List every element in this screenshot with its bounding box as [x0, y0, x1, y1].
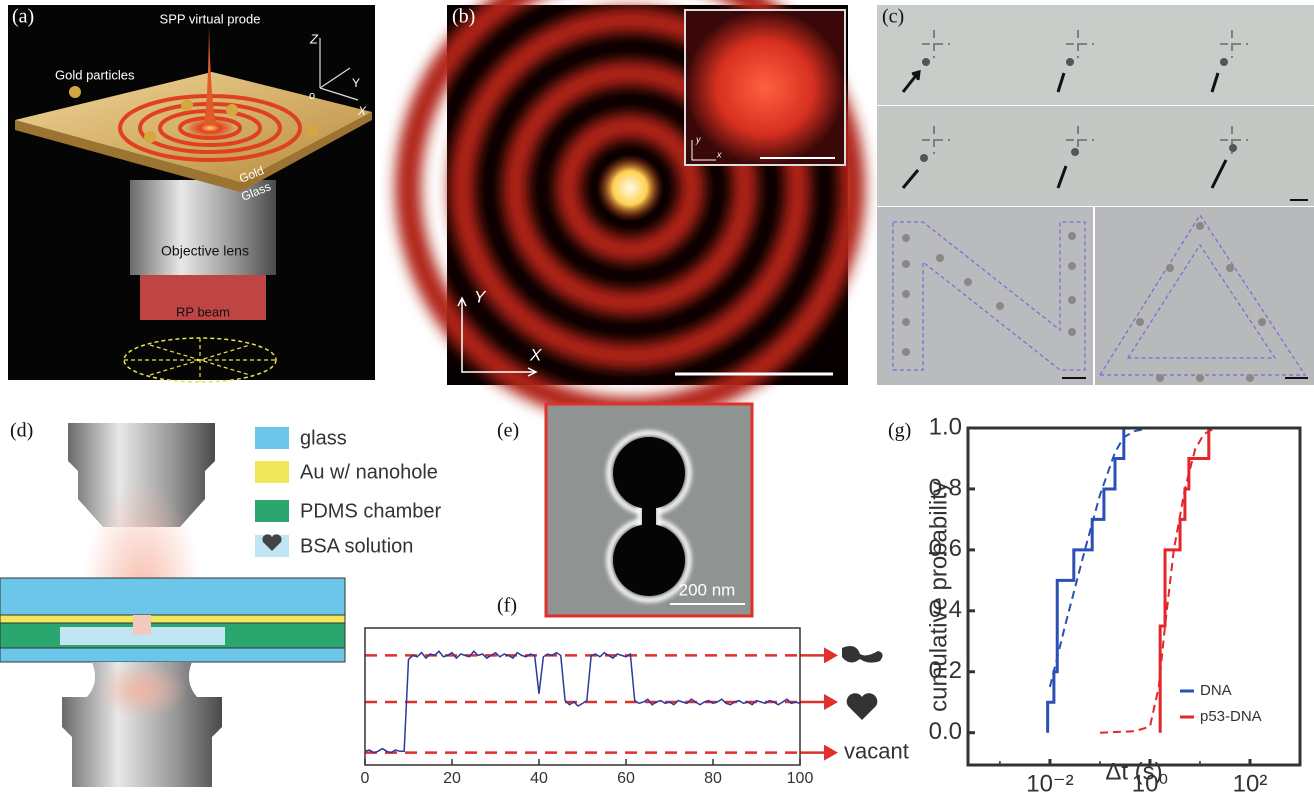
arrow-head — [824, 745, 838, 761]
protein-icon — [847, 693, 878, 720]
data-line — [1048, 428, 1124, 733]
x-tick-label: 10² — [1233, 771, 1268, 793]
axis-label: Y — [352, 76, 360, 90]
legend-swatch — [255, 461, 289, 483]
x-tick-label: 0 — [361, 770, 370, 787]
axis-label: Z — [309, 31, 319, 46]
axis-label: Y — [474, 287, 487, 306]
panel-label: (e) — [497, 420, 519, 442]
dimer-icon — [842, 646, 883, 663]
panel-f: (f) vacant 0 20 40 60 80 100 — [361, 595, 909, 787]
y-tick-label: 1.0 — [929, 413, 962, 440]
panel-a: (a) SPP virtual prode Gold particles Z Y… — [8, 5, 375, 382]
panel-label: (f) — [497, 595, 517, 617]
panel-label: (g) — [888, 420, 911, 442]
panel-e: (e) 200 nm — [497, 404, 752, 616]
x-axis-label: Δt (s) — [1105, 758, 1162, 785]
panel-label: (b) — [452, 6, 475, 28]
figure: (a) SPP virtual prode Gold particles Z Y… — [0, 0, 1314, 793]
x-tick-label: 80 — [704, 770, 722, 787]
annotation: RP beam — [176, 304, 230, 319]
axis-label: X — [529, 345, 542, 364]
panel-c: (c) — [877, 5, 1314, 385]
reference-label: vacant — [844, 738, 909, 763]
x-tick-label: 60 — [617, 770, 635, 787]
scale-label: 200 nm — [679, 580, 736, 599]
panel-label: (d) — [10, 420, 33, 442]
legend-label: glass — [300, 427, 347, 449]
fit-line — [1050, 428, 1174, 687]
nanohole — [133, 615, 151, 635]
panel-b: (b) Y X y x — [408, 0, 852, 410]
y-axis-label: cumulative probability — [925, 481, 952, 712]
axis-label: X — [357, 104, 367, 118]
legend-swatch — [255, 427, 289, 449]
x-tick-label: 100 — [787, 770, 814, 787]
axis-label: y — [695, 134, 701, 144]
legend-label: BSA solution — [300, 535, 413, 557]
plot-frame — [365, 628, 800, 765]
legend-label: DNA — [1200, 682, 1232, 699]
panel-d: (d) glass Au w/ nanohole PDMS chamber BS… — [0, 420, 441, 787]
legend-label: Au w/ nanohole — [300, 461, 438, 483]
legend-label: p53-DNA — [1200, 708, 1262, 725]
annotation: Gold particles — [55, 67, 135, 82]
gold-layer — [0, 615, 345, 623]
legend-label: PDMS chamber — [300, 500, 441, 522]
x-tick-label: 10⁻² — [1026, 771, 1073, 793]
arrow-head — [824, 694, 838, 710]
x-tick-label: 20 — [443, 770, 461, 787]
panel-label: (c) — [882, 6, 904, 28]
focus-spot — [596, 154, 664, 222]
glass-layer — [0, 578, 345, 615]
arrow-head — [824, 647, 838, 663]
annotation: SPP virtual prode — [160, 11, 261, 26]
fit-line — [1100, 428, 1215, 733]
annotation: Objective lens — [161, 243, 249, 259]
x-tick-label: 40 — [530, 770, 548, 787]
image-row — [877, 106, 1314, 206]
legend-swatch — [255, 500, 289, 522]
glass-layer — [0, 648, 345, 662]
y-tick-label: 0.0 — [929, 718, 962, 745]
axis-label: o — [309, 90, 315, 102]
panel-label: (a) — [12, 6, 34, 28]
image-row — [877, 5, 1314, 105]
axis-label: x — [716, 149, 722, 159]
inset — [685, 10, 845, 165]
laser-beam — [97, 662, 187, 718]
